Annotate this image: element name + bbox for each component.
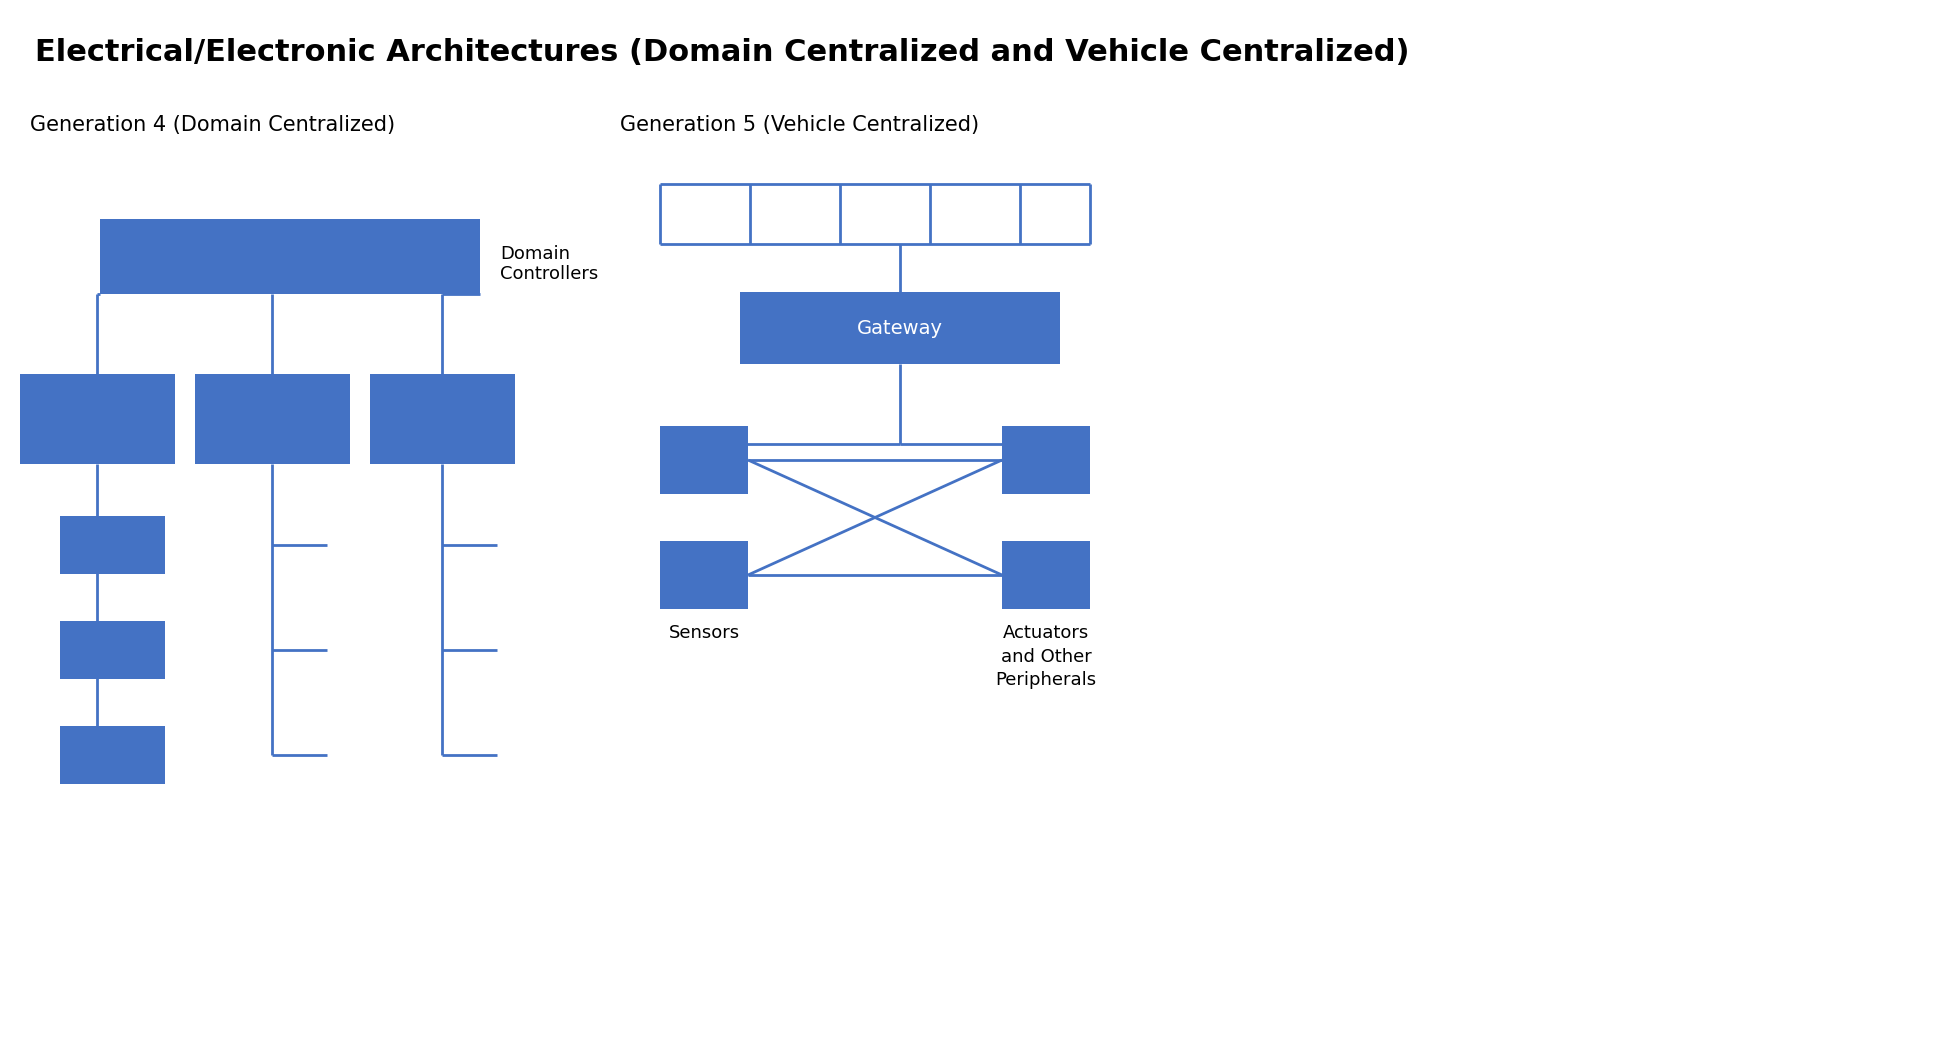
Text: Electrical/Electronic Architectures (Domain Centralized and Vehicle Centralized): Electrical/Electronic Architectures (Dom…	[35, 38, 1410, 67]
Bar	[660, 541, 748, 609]
Bar	[1002, 426, 1089, 494]
Bar	[740, 292, 1060, 364]
Text: Generation 5 (Vehicle Centralized): Generation 5 (Vehicle Centralized)	[619, 115, 979, 135]
Bar	[19, 374, 175, 464]
Text: Domain
Controllers: Domain Controllers	[499, 245, 598, 284]
Bar	[371, 374, 515, 464]
Bar	[1002, 541, 1089, 609]
Bar	[60, 621, 165, 679]
Bar	[60, 516, 165, 574]
Bar	[660, 426, 748, 494]
Bar	[194, 374, 350, 464]
Bar	[60, 726, 165, 784]
Text: Sensors: Sensors	[668, 624, 740, 642]
Text: Actuators
and Other
Peripherals: Actuators and Other Peripherals	[996, 624, 1097, 689]
Text: Gateway: Gateway	[856, 318, 944, 337]
Bar	[99, 219, 480, 294]
Text: Generation 4 (Domain Centralized): Generation 4 (Domain Centralized)	[29, 115, 394, 135]
